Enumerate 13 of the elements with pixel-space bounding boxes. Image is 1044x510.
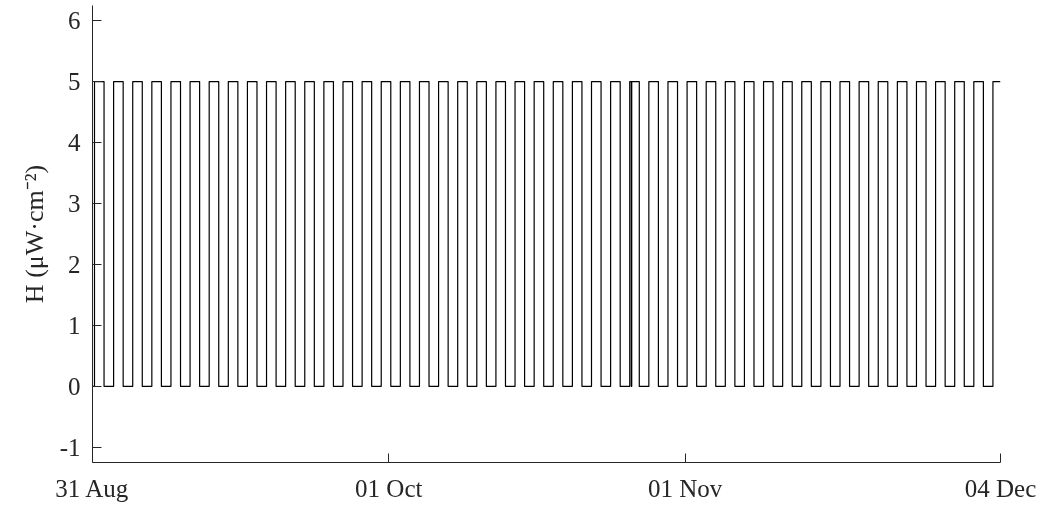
y-tick-label: 1: [68, 311, 81, 339]
y-tick-label: -1: [59, 433, 81, 461]
y-tick-label: 4: [68, 129, 81, 157]
y-tick-label: 3: [68, 190, 81, 218]
x-tick-label: 31 Aug: [55, 474, 129, 502]
y-tick-label: 2: [68, 250, 81, 278]
x-tick-label: 01 Nov: [647, 474, 723, 502]
y-tick-label: 5: [68, 68, 81, 96]
y-axis-title: H (μW·cm⁻²): [19, 164, 49, 304]
y-tick-label: 6: [68, 7, 81, 35]
x-tick-label: 04 Dec: [964, 474, 1037, 502]
y-tick-label: 0: [68, 372, 81, 400]
x-tick-label: 01 Oct: [355, 474, 423, 502]
